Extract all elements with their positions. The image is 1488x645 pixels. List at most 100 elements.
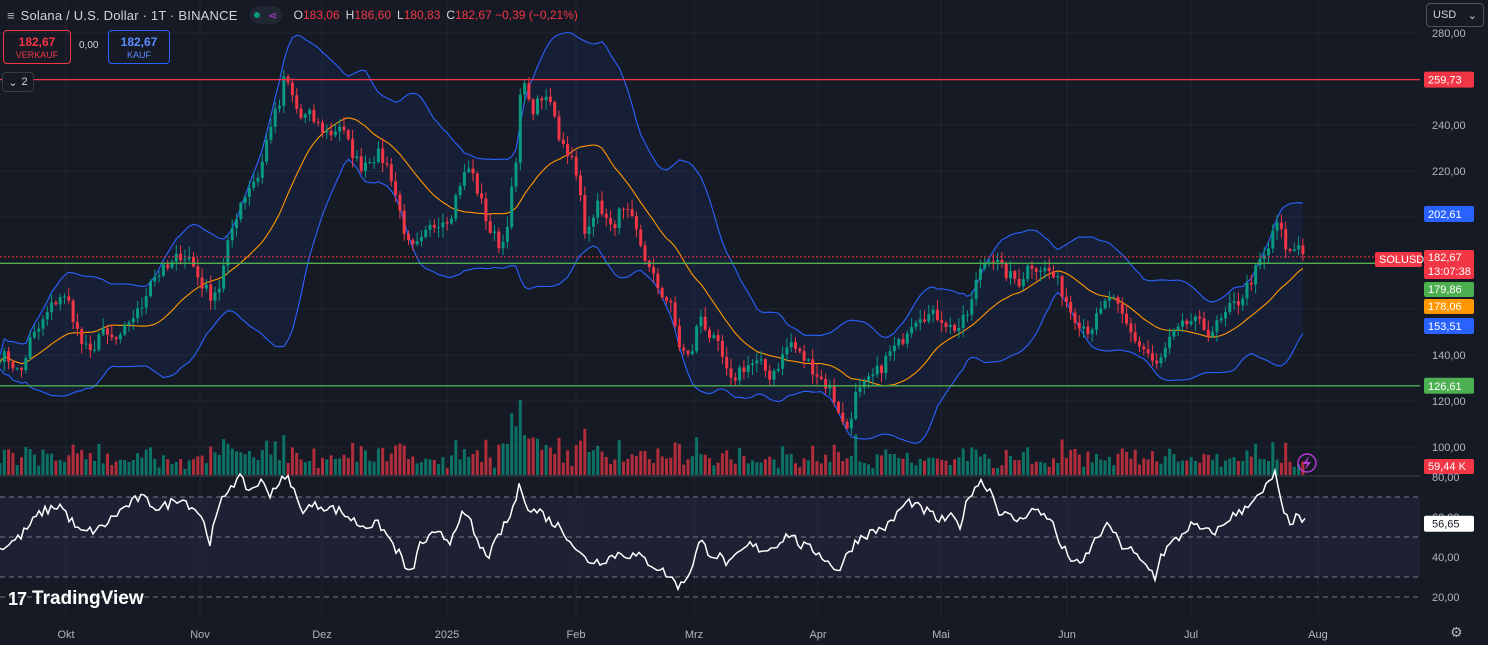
candle-body: [987, 261, 991, 263]
volume-bar: [600, 451, 604, 476]
volume-bar: [127, 462, 131, 476]
price-tag: 153,51: [1428, 321, 1462, 333]
volume-bar: [884, 449, 888, 476]
candlesticks: [0, 70, 1305, 436]
candle-body: [1249, 282, 1253, 285]
candle-body: [591, 217, 595, 227]
candle-body: [862, 381, 866, 388]
time-axis[interactable]: Okt Nov Dez 2025 Feb Mrz Apr Mai Jun Jul Aug: [57, 629, 1327, 641]
volume-bar: [1039, 461, 1043, 476]
sell-price: 182,67: [18, 34, 56, 49]
candle-body: [1090, 329, 1094, 334]
gear-icon[interactable]: ⚙: [1450, 624, 1463, 640]
candle-body: [643, 245, 647, 261]
volume-bar: [1193, 460, 1197, 476]
candle-body: [1129, 323, 1133, 333]
volume-bar: [351, 442, 355, 476]
candle-body: [256, 177, 260, 182]
volume-bar: [789, 454, 793, 476]
candle-body: [239, 203, 243, 220]
candle-body: [497, 231, 501, 249]
candle-body: [505, 226, 509, 242]
time-axis-label: 2025: [435, 629, 459, 641]
candle-body: [652, 266, 656, 274]
candle-body: [131, 318, 135, 323]
volume-bar: [131, 459, 135, 476]
time-axis-label: Nov: [190, 629, 210, 641]
candle-body: [80, 329, 84, 344]
volume-bar: [849, 455, 853, 476]
volume-bar: [1249, 456, 1253, 476]
volume-bar: [376, 448, 380, 476]
volume-bar: [2, 449, 6, 476]
candle-body: [1034, 268, 1038, 272]
candle-body: [308, 109, 312, 115]
candle-body: [290, 82, 294, 96]
volume-bar: [815, 461, 819, 476]
price-axis-label: 100,00: [1432, 442, 1466, 454]
volume-bar: [80, 449, 84, 476]
volume-bar: [58, 460, 62, 476]
candle-body: [24, 358, 28, 371]
candle-body: [1064, 296, 1068, 302]
candle-body: [88, 343, 92, 351]
candle-body: [1228, 302, 1232, 312]
candle-body: [1116, 297, 1120, 304]
volume-bar: [1009, 455, 1012, 476]
candle-body: [802, 351, 806, 361]
volume-bar: [213, 452, 217, 476]
candle-body: [1073, 312, 1077, 323]
volume-bar: [1232, 457, 1236, 476]
candle-body: [630, 209, 634, 217]
candle-body: [424, 229, 428, 238]
candle-body: [858, 387, 862, 392]
volume-bar: [441, 457, 445, 476]
candle-body: [875, 365, 879, 375]
market-status-badge[interactable]: ⋖: [249, 6, 282, 24]
buy-price: 182,67: [120, 34, 158, 49]
candle-body: [501, 241, 505, 249]
candle-body: [471, 168, 475, 174]
candle-body: [1168, 336, 1172, 348]
candle-body: [961, 314, 965, 329]
candle-body: [931, 309, 935, 315]
currency-select[interactable]: USD ⌄: [1426, 3, 1484, 27]
volume-bar: [316, 467, 320, 476]
volume-bar: [673, 442, 677, 476]
volume-bar: [626, 458, 630, 476]
volume-bar: [93, 460, 97, 476]
volume-bar: [394, 445, 398, 476]
sell-button[interactable]: 182,67 VERKAUF: [3, 30, 71, 64]
candle-body: [867, 376, 871, 382]
lightning-icon[interactable]: [1297, 453, 1317, 473]
volume-bar: [346, 457, 350, 476]
volume-bar: [1138, 464, 1141, 476]
volume-bar: [742, 455, 746, 476]
candle-body: [110, 334, 114, 338]
candle-body: [381, 148, 385, 164]
candle-body: [566, 144, 570, 157]
candle-body: [772, 370, 776, 380]
volume-bar: [669, 457, 673, 476]
volume-bar: [845, 458, 849, 476]
candle-body: [183, 259, 187, 261]
candle-body: [1052, 271, 1055, 278]
buy-button[interactable]: 182,67 KAUF: [108, 30, 170, 64]
candle-body: [677, 325, 681, 348]
volume-bar: [647, 459, 651, 476]
volume-bar: [462, 449, 466, 476]
tradingview-logo[interactable]: 17 TradingView: [8, 588, 144, 610]
volume-bar: [1215, 453, 1219, 476]
volume-bar: [28, 449, 32, 476]
indicators-toggle-button[interactable]: ⌄ 2: [2, 72, 34, 92]
candle-body: [7, 351, 11, 362]
volume-bar: [67, 455, 71, 476]
candle-body: [725, 356, 729, 369]
price-tag: 182,67: [1428, 252, 1462, 264]
symbol-title[interactable]: Solana / U.S. Dollar · 1T · BINANCE: [20, 7, 238, 23]
candle-body: [1146, 349, 1150, 354]
price-axis[interactable]: 280,00 240,00 220,00 140,00 120,00 100,00: [1432, 28, 1466, 454]
hamburger-icon[interactable]: ≡: [7, 7, 15, 23]
